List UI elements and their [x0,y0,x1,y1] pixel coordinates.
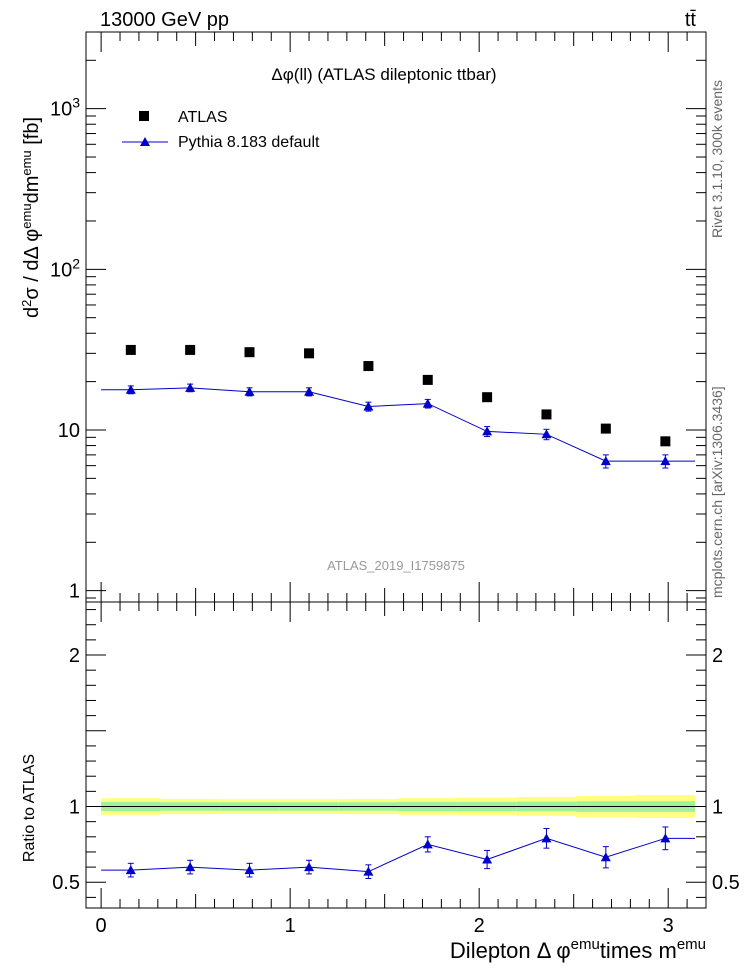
ratio-pythia-point [600,852,611,862]
pythia-point [541,429,552,439]
legend: ATLAS Pythia 8.183 default [122,109,320,151]
ratio-pythia-point [422,839,433,849]
ratio-pythia-point [125,865,136,875]
ratio-pythia-point [541,833,552,843]
legend-pythia-marker [140,137,150,146]
atlas-data-point [304,348,315,359]
ratio-panel [101,826,696,879]
atlas-data-point [600,423,611,434]
legend-atlas-label: ATLAS [178,109,228,126]
ratio-pythia-point [482,854,493,864]
pythia-point [660,456,671,466]
plot-title: Δφ(ll) (ATLAS dileptonic ttbar) [271,65,496,84]
main-y-tick-label: 10 [58,420,80,442]
main-y-tick-label: 1 [69,581,80,603]
pythia-point [125,384,136,394]
legend-pythia-label: Pythia 8.183 default [178,134,320,151]
ratio-y-tick-label-right: 1 [712,797,723,819]
pythia-point [304,386,315,396]
ratio-y-tick-label-left: 1 [69,797,80,819]
atlas-data-point [541,409,552,420]
ratio-pythia-point [363,866,374,876]
ratio-pythia-point [660,833,671,843]
main-y-tick-label: 102 [50,255,80,281]
ratio-y-axis-title: Ratio to ATLAS [21,754,38,862]
rivet-version-label: Rivet 3.1.10, 300k events [709,80,725,238]
main-panel [101,344,696,469]
atlas-data-point [244,347,255,358]
pythia-line [101,387,696,462]
process-label: tt̄ [685,9,697,31]
analysis-watermark: ATLAS_2019_I1759875 [327,558,465,573]
atlas-data-point [363,361,374,372]
pythia-point [600,456,611,466]
legend-atlas-marker [139,111,149,121]
x-tick-label: 0 [96,915,107,937]
ratio-pythia-point [244,865,255,875]
atlas-data-point [185,344,196,355]
ratio-pythia-line [101,837,696,873]
atlas-data-point [482,392,493,403]
ratio-y-tick-label-right: 2 [712,645,723,667]
pythia-point [244,386,255,396]
main-y-axis-title: d2σ / dΔ φemudmemu [fb] [19,117,43,318]
axes: 1 10 102 103 0 1 2 3 0.5 0.5 1 1 2 2 [50,31,740,937]
ratio-uncertainty-band [101,795,696,818]
ratio-y-tick-label-left: 0.5 [52,872,80,894]
atlas-data-point [660,436,671,447]
ratio-pythia-point [304,862,315,872]
ratio-y-tick-label-right: 0.5 [712,872,740,894]
pythia-point [185,382,196,392]
main-y-tick-label: 103 [50,95,80,121]
x-tick-label: 3 [663,915,674,937]
pythia-point [482,426,493,436]
ratio-frame [85,601,707,909]
x-tick-label: 1 [285,915,296,937]
mcplots-reference-label: mcplots.cern.ch [arXiv:1306.3436] [709,386,725,598]
ratio-pythia-point [185,862,196,872]
pythia-point [422,398,433,408]
ratio-y-tick-label-left: 2 [69,645,80,667]
atlas-data-point [422,374,433,385]
beam-energy-label: 13000 GeV pp [100,9,229,31]
atlas-data-point [125,344,136,355]
x-axis-title: Dilepton Δ φemutimes memu [450,936,706,963]
x-tick-label: 2 [474,915,485,937]
pythia-point [363,401,374,411]
